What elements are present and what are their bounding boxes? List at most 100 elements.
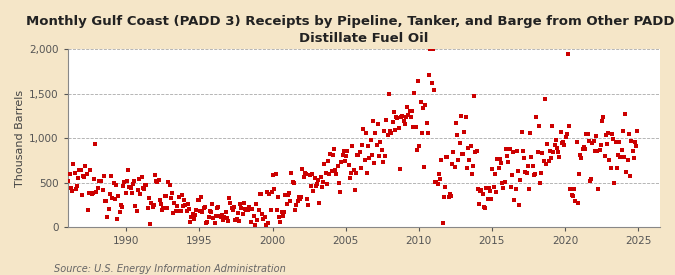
Point: [100, 199, 111, 203]
Point: [576, 156, 587, 160]
Point: [491, 190, 502, 194]
Point: [291, 203, 302, 208]
Point: [123, 168, 134, 173]
Point: [300, 172, 311, 176]
Point: [352, 153, 362, 157]
Point: [571, 140, 582, 144]
Point: [367, 153, 377, 157]
Point: [416, 131, 427, 135]
Point: [324, 172, 335, 177]
Point: [238, 201, 249, 205]
Point: [113, 194, 124, 198]
Point: [163, 180, 173, 184]
Point: [253, 208, 264, 212]
Point: [346, 170, 356, 175]
Point: [503, 160, 514, 164]
Point: [338, 153, 348, 157]
Point: [331, 172, 342, 177]
Point: [558, 140, 568, 145]
Point: [632, 129, 643, 133]
Point: [232, 211, 243, 216]
Point: [288, 180, 298, 184]
Point: [358, 127, 369, 131]
Point: [274, 215, 285, 219]
Point: [365, 138, 376, 142]
Point: [460, 114, 471, 119]
Point: [178, 204, 188, 208]
Point: [362, 170, 373, 175]
Point: [333, 181, 344, 185]
Point: [581, 132, 592, 136]
Point: [376, 147, 387, 152]
Point: [549, 143, 560, 147]
Point: [545, 156, 556, 160]
Point: [171, 204, 182, 208]
Point: [218, 218, 229, 222]
Point: [224, 196, 235, 200]
Point: [386, 131, 397, 135]
Point: [398, 119, 409, 123]
Point: [309, 176, 320, 180]
Point: [111, 183, 122, 187]
Point: [470, 150, 481, 154]
Point: [256, 192, 267, 197]
Point: [626, 138, 637, 143]
Point: [75, 168, 86, 172]
Point: [150, 173, 161, 178]
Point: [265, 208, 276, 212]
Point: [394, 166, 405, 171]
Point: [107, 196, 117, 200]
Point: [631, 144, 642, 148]
Point: [430, 179, 441, 184]
Point: [175, 209, 186, 213]
Point: [556, 130, 566, 134]
Point: [595, 142, 606, 147]
Point: [396, 115, 406, 120]
Point: [605, 166, 616, 170]
Point: [514, 203, 524, 207]
Point: [306, 184, 317, 188]
Point: [86, 192, 97, 196]
Point: [306, 172, 317, 176]
Point: [553, 150, 564, 154]
Point: [313, 178, 323, 183]
Point: [74, 168, 85, 172]
Point: [400, 122, 410, 126]
Point: [246, 220, 256, 225]
Point: [99, 174, 109, 178]
Point: [481, 186, 492, 191]
Point: [338, 149, 349, 153]
Point: [158, 206, 169, 210]
Point: [84, 191, 95, 196]
Point: [146, 200, 157, 205]
Point: [124, 185, 135, 189]
Point: [531, 115, 542, 119]
Point: [438, 195, 449, 199]
Point: [498, 186, 509, 190]
Point: [90, 142, 101, 146]
Point: [616, 148, 627, 152]
Point: [219, 215, 230, 219]
Point: [486, 197, 497, 202]
Point: [220, 210, 231, 214]
Point: [125, 186, 136, 190]
Point: [468, 94, 479, 98]
Point: [448, 150, 459, 154]
Point: [418, 165, 429, 169]
Point: [575, 153, 586, 158]
Point: [574, 172, 585, 176]
Point: [462, 145, 473, 150]
Point: [493, 166, 504, 170]
Point: [284, 191, 294, 195]
Point: [429, 88, 439, 93]
Point: [264, 192, 275, 197]
Point: [375, 140, 385, 144]
Point: [556, 141, 567, 145]
Point: [263, 221, 273, 225]
Point: [524, 187, 535, 192]
Point: [108, 181, 119, 185]
Point: [131, 209, 142, 213]
Point: [572, 200, 583, 205]
Point: [385, 128, 396, 133]
Point: [96, 179, 107, 183]
